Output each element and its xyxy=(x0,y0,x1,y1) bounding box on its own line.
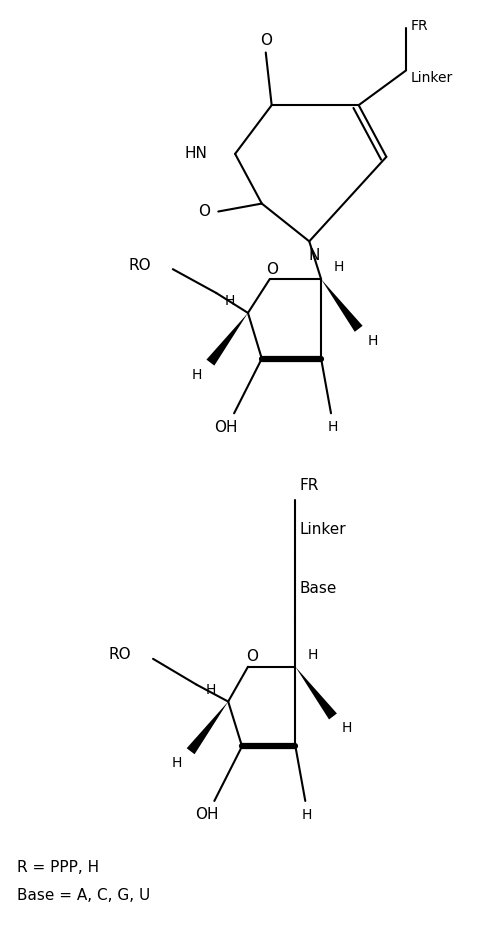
Text: Linker: Linker xyxy=(299,522,346,537)
Text: FR: FR xyxy=(411,18,428,32)
Text: Base = A, C, G, U: Base = A, C, G, U xyxy=(17,888,150,903)
Text: FR: FR xyxy=(299,478,319,493)
Text: HN: HN xyxy=(184,146,207,161)
Text: O: O xyxy=(265,262,278,277)
Text: H: H xyxy=(328,420,338,434)
Polygon shape xyxy=(295,667,337,720)
Text: RO: RO xyxy=(128,258,151,273)
Text: RO: RO xyxy=(109,648,131,662)
Text: O: O xyxy=(199,204,210,219)
Text: Base: Base xyxy=(299,581,337,596)
Text: H: H xyxy=(225,294,235,308)
Text: OH: OH xyxy=(214,420,238,435)
Text: O: O xyxy=(260,33,272,48)
Text: R = PPP, H: R = PPP, H xyxy=(17,860,99,875)
Polygon shape xyxy=(206,313,248,365)
Polygon shape xyxy=(187,701,228,754)
Text: OH: OH xyxy=(195,808,218,822)
Text: H: H xyxy=(191,367,202,381)
Text: H: H xyxy=(205,683,216,697)
Polygon shape xyxy=(321,279,363,332)
Text: H: H xyxy=(308,648,318,662)
Text: O: O xyxy=(246,649,258,664)
Text: N: N xyxy=(308,248,320,263)
Text: Linker: Linker xyxy=(411,71,453,85)
Text: H: H xyxy=(367,334,378,348)
Text: H: H xyxy=(342,722,352,735)
Text: H: H xyxy=(172,756,182,771)
Text: H: H xyxy=(302,808,312,822)
Text: H: H xyxy=(334,260,344,274)
